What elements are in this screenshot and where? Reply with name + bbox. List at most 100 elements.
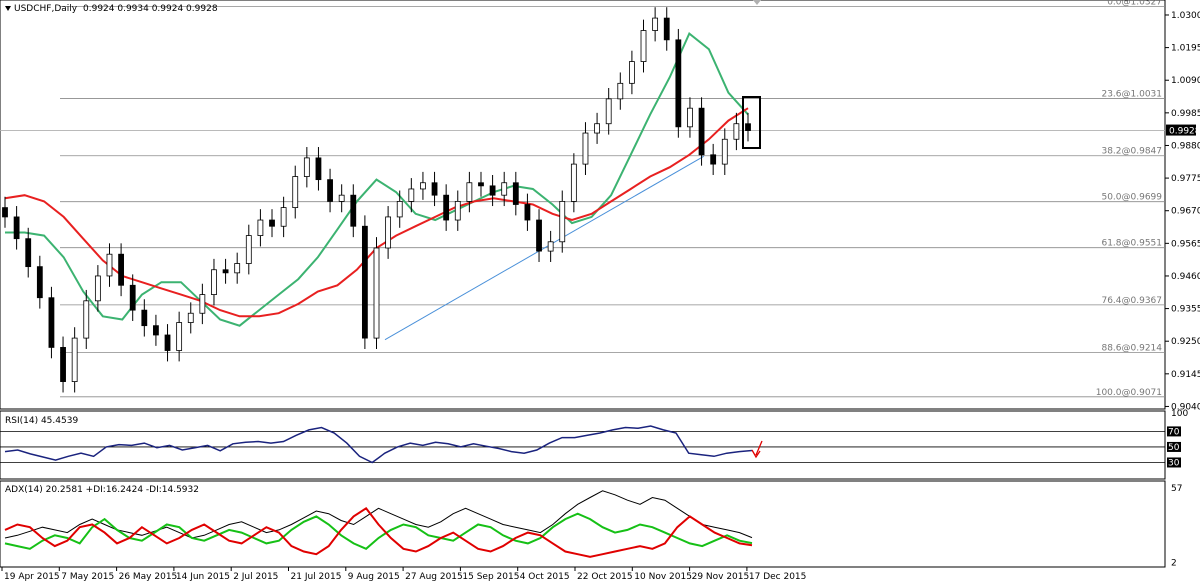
candle xyxy=(745,112,751,142)
date-label: 17 Dec 2015 xyxy=(749,572,807,582)
date-label: 21 Jul 2015 xyxy=(291,572,342,582)
price-tick-label: 0.9460 xyxy=(1171,272,1200,282)
rsi-title: RSI(14) 45.4539 xyxy=(5,416,78,426)
adx-tick-label: 2 xyxy=(1171,558,1177,568)
price-panel[interactable]: 0.0@1.0327 23.6@1.0031 38.2@0.9847 50.0@0.9… xyxy=(0,0,1200,412)
candle xyxy=(582,122,589,175)
rsi-level-tag xyxy=(1167,457,1181,468)
candle xyxy=(71,327,78,393)
adx-lines xyxy=(4,490,753,558)
candle xyxy=(373,237,380,349)
trendline xyxy=(384,155,704,341)
candle xyxy=(675,28,682,138)
price-tick-label: 1.0195 xyxy=(1171,44,1200,54)
symbol-title: USDCHF,Daily xyxy=(14,4,78,14)
date-label: 29 Nov 2015 xyxy=(692,572,750,582)
candle xyxy=(269,209,275,238)
candle xyxy=(280,196,287,238)
candle xyxy=(454,190,461,231)
adx-panel[interactable]: ADX(14) 20.2581 +DI:16.2424 -DI:14.5932 … xyxy=(0,480,1182,568)
candle xyxy=(245,224,252,275)
date-label: 26 May 2015 xyxy=(119,572,178,582)
date-label: 2 Jul 2015 xyxy=(233,572,278,582)
candle xyxy=(478,171,484,197)
candle xyxy=(431,171,438,207)
candle xyxy=(361,215,368,349)
candle xyxy=(489,174,496,207)
fibonacci-levels: 0.0@1.0327 23.6@1.0031 38.2@0.9847 50.0@0.9… xyxy=(0,0,1165,398)
candle xyxy=(698,97,705,166)
price-axis: 1.0300 1.0195 1.0090 0.9985 0.9880 0.9775 0.96… xyxy=(1165,11,1200,412)
price-tick-label: 0.9880 xyxy=(1171,141,1200,151)
date-label: 7 May 2015 xyxy=(61,572,114,582)
candle xyxy=(408,178,415,213)
trendline-segment xyxy=(384,155,704,341)
chart-header: USDCHF,Daily 0.9924 0.9934 0.9924 0.9928 xyxy=(5,4,218,14)
candle xyxy=(443,184,450,231)
candle xyxy=(153,314,159,346)
fib-label: 50.0@0.9699 xyxy=(1101,193,1162,203)
date-label: 27 Aug 2015 xyxy=(405,572,463,582)
candle xyxy=(501,171,508,207)
fib-label: 38.2@0.9847 xyxy=(1101,147,1162,157)
price-tick-label: 0.9670 xyxy=(1171,207,1200,217)
fib-label: 76.4@0.9367 xyxy=(1101,296,1162,306)
candle xyxy=(629,50,635,95)
price-tick-label: 0.9565 xyxy=(1171,239,1200,249)
candle xyxy=(466,171,473,213)
fib-label: 88.6@0.9214 xyxy=(1101,343,1162,353)
candle xyxy=(211,258,217,306)
candle xyxy=(222,258,229,284)
price-tick-label: 1.0300 xyxy=(1171,11,1200,21)
rsi-series xyxy=(4,425,753,464)
candle xyxy=(350,184,357,238)
candle xyxy=(385,206,392,259)
red-arrow-icon xyxy=(751,440,763,459)
price-tick-label: 1.0090 xyxy=(1171,76,1200,86)
candle xyxy=(338,184,345,213)
rsi-level-tag xyxy=(1167,441,1181,452)
price-tick-label: 0.9985 xyxy=(1171,109,1200,119)
candle xyxy=(617,72,624,110)
date-label: 9 Aug 2015 xyxy=(348,572,400,582)
rsi-level-tag xyxy=(1167,426,1181,437)
candle xyxy=(118,243,124,297)
dropdown-triangle-icon xyxy=(5,6,11,11)
rsi-top-tick: 100 xyxy=(1171,409,1188,419)
candle xyxy=(234,252,241,284)
candle xyxy=(640,19,647,73)
candle xyxy=(292,165,299,219)
ohlc-values: 0.9924 0.9934 0.9924 0.9928 xyxy=(83,4,218,14)
date-label: 4 Oct 2015 xyxy=(520,572,570,582)
price-tick-label: 0.9250 xyxy=(1171,337,1200,347)
candlesticks xyxy=(2,7,751,393)
candle xyxy=(176,311,183,362)
rsi-panel[interactable]: RSI(14) 45.4539 70 50 30 100 xyxy=(0,409,1188,480)
price-tick-label: 0.9040 xyxy=(1171,402,1200,412)
candle xyxy=(524,193,531,231)
adx-tick-label: 57 xyxy=(1171,484,1182,494)
date-label: 10 Nov 2015 xyxy=(634,572,692,582)
candle xyxy=(36,255,43,309)
price-tick-label: 0.9145 xyxy=(1171,370,1200,380)
candle xyxy=(733,112,740,151)
candle xyxy=(106,243,113,287)
candle xyxy=(536,209,542,262)
candle xyxy=(48,286,55,359)
candle xyxy=(512,171,519,216)
date-label: 15 Sep 2015 xyxy=(462,572,519,582)
candle xyxy=(315,147,322,191)
candle xyxy=(25,227,32,278)
candle xyxy=(257,209,264,247)
candle xyxy=(710,143,717,175)
candle xyxy=(605,87,612,135)
candle xyxy=(594,112,600,144)
shift-marker-icon xyxy=(753,0,761,5)
current-price-tag: 0.9928 xyxy=(1166,124,1200,137)
candle xyxy=(13,206,20,250)
highlight-box xyxy=(742,96,761,149)
candle xyxy=(396,190,403,228)
candle xyxy=(687,97,693,138)
